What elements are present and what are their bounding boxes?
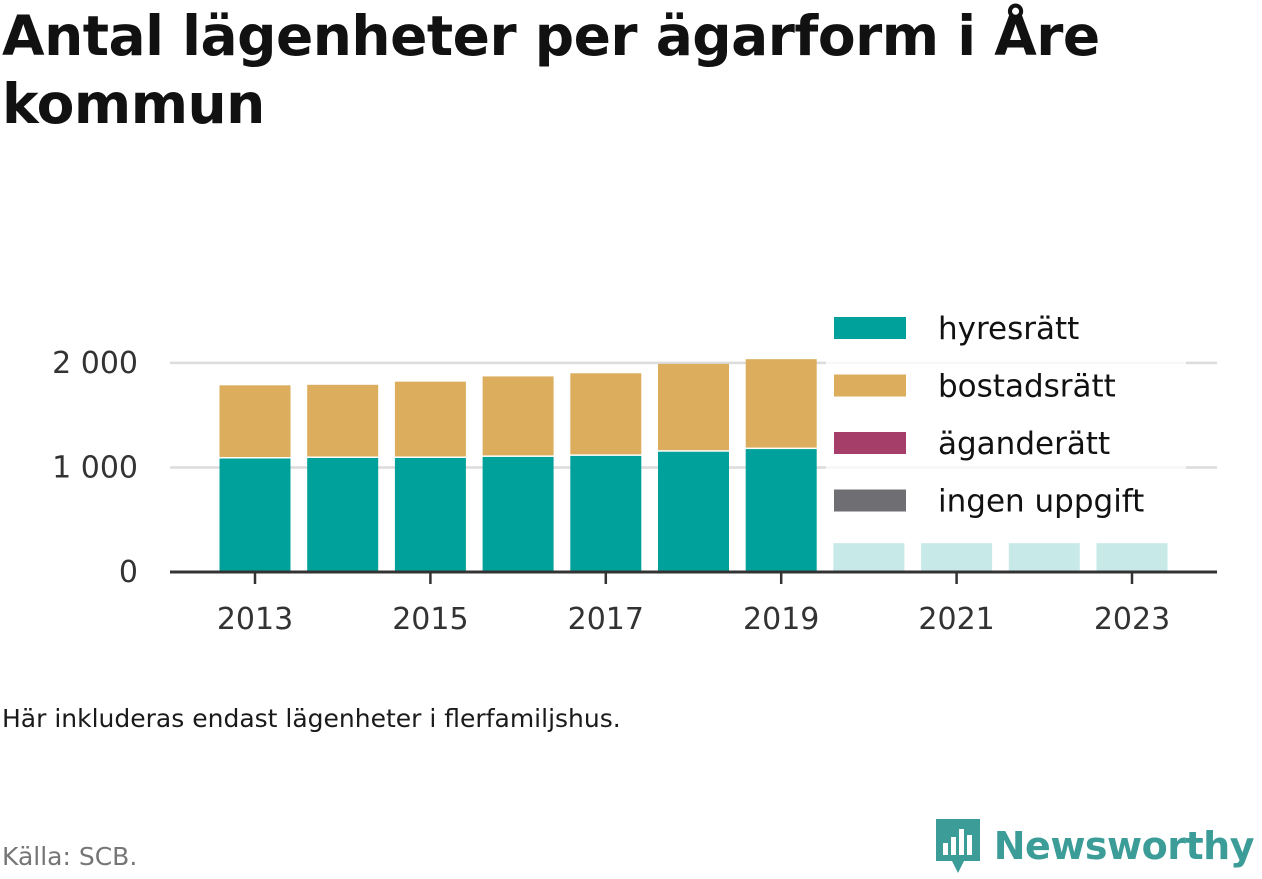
- y-tick-label: 1 000: [52, 450, 138, 485]
- bar-segment: [745, 449, 817, 572]
- bar-segment: [570, 455, 642, 572]
- bar-segment: [658, 363, 729, 451]
- bar-segment: [482, 376, 554, 456]
- x-tick-label: 2021: [918, 602, 994, 637]
- legend-label: hyresrätt: [938, 311, 1079, 347]
- bars: [219, 359, 1168, 572]
- brand-logo: Newsworthy: [934, 817, 1255, 875]
- x-tick-label: 2023: [1094, 602, 1170, 637]
- bar-segment: [570, 373, 642, 455]
- bar-segment: [219, 385, 291, 457]
- chart-title: Antal lägenheter per ägarform i Åre komm…: [2, 4, 1100, 136]
- y-tick-label: 2 000: [52, 346, 138, 381]
- y-axis: 0 1 000 2 000: [52, 346, 138, 590]
- x-tick-label: 2013: [217, 602, 293, 637]
- legend-swatch: [834, 374, 906, 397]
- bar-segment: [307, 457, 379, 572]
- legend-swatch: [834, 432, 906, 454]
- legend-swatch: [834, 317, 906, 339]
- brand-name: Newsworthy: [993, 824, 1255, 868]
- bar-segment: [307, 384, 379, 457]
- newsworthy-logo-icon: [935, 819, 980, 873]
- bar-segment: [219, 458, 291, 572]
- x-tick-label: 2015: [392, 602, 468, 637]
- source-credit: Källa: SCB.: [2, 842, 138, 871]
- legend-label: bostadsrätt: [938, 369, 1116, 405]
- legend: hyresrätt bostadsrätt äganderätt ingen uppg…: [834, 311, 1144, 520]
- stacked-bar-chart: 0 1 000 2 000 2013 2015 2017 2019 2021 2023 hyr…: [52, 310, 1217, 637]
- chart-note: Här inkluderas endast lägenheter i flerf…: [2, 704, 621, 733]
- bar-segment: [658, 451, 729, 572]
- legend-label: äganderätt: [938, 426, 1110, 462]
- bar-segment: [394, 381, 466, 457]
- bar-segment: [394, 457, 466, 572]
- bar-segment: [745, 359, 817, 448]
- bar-segment: [482, 456, 554, 572]
- legend-swatch: [834, 489, 906, 512]
- legend-label: ingen uppgift: [938, 484, 1144, 520]
- x-tick-label: 2019: [743, 602, 819, 637]
- y-tick-label: 0: [119, 555, 138, 590]
- x-tick-label: 2017: [568, 602, 644, 637]
- x-axis: 2013 2015 2017 2019 2021 2023: [170, 570, 1217, 637]
